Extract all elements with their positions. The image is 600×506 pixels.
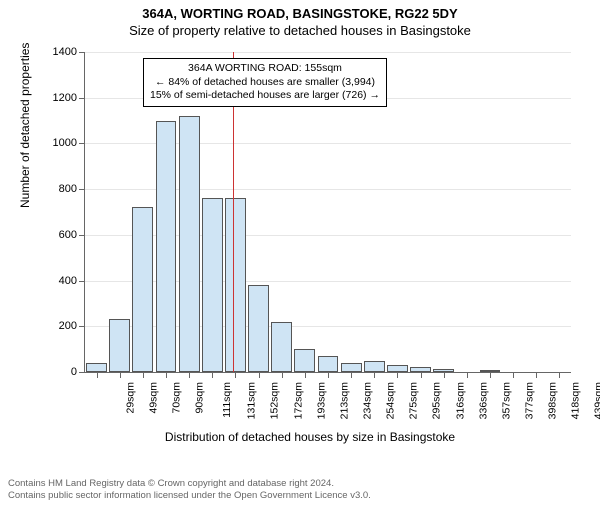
histogram-bar: [364, 361, 385, 372]
x-tick: [282, 372, 283, 378]
footer-attribution: Contains HM Land Registry data © Crown c…: [8, 478, 371, 502]
x-tick: [328, 372, 329, 378]
x-tick: [374, 372, 375, 378]
x-tick-label: 398sqm: [547, 382, 559, 419]
y-tick-label: 1400: [37, 46, 77, 58]
histogram-bar: [318, 356, 339, 372]
x-tick-label: 336sqm: [477, 382, 489, 419]
page-title: 364A, WORTING ROAD, BASINGSTOKE, RG22 5D…: [0, 6, 600, 21]
x-tick: [444, 372, 445, 378]
x-tick-label: 418sqm: [570, 382, 582, 419]
y-tick: [79, 281, 85, 282]
y-tick-label: 1000: [37, 137, 77, 149]
gridline: [85, 52, 571, 53]
y-tick: [79, 326, 85, 327]
x-tick: [97, 372, 98, 378]
x-tick: [189, 372, 190, 378]
annotation-line-3: 15% of semi-detached houses are larger (…: [150, 89, 380, 103]
x-tick-label: 131sqm: [246, 382, 258, 419]
y-tick: [79, 372, 85, 373]
x-tick-label: 275sqm: [408, 382, 420, 419]
x-tick-label: 316sqm: [454, 382, 466, 419]
y-tick-label: 0: [37, 366, 77, 378]
annotation-box: 364A WORTING ROAD: 155sqm ← 84% of detac…: [143, 58, 387, 107]
x-tick-label: 234sqm: [361, 382, 373, 419]
histogram-bar: [202, 198, 223, 372]
annotation-line-2: ← 84% of detached houses are smaller (3,…: [150, 76, 380, 90]
histogram-bar: [225, 198, 246, 372]
x-tick: [143, 372, 144, 378]
y-axis-label: Number of detached properties: [18, 43, 32, 208]
x-tick-label: 439sqm: [593, 382, 600, 419]
y-tick: [79, 98, 85, 99]
x-tick-label: 357sqm: [500, 382, 512, 419]
footer-line-1: Contains HM Land Registry data © Crown c…: [8, 478, 371, 490]
histogram-bar: [271, 322, 292, 372]
x-tick: [305, 372, 306, 378]
x-tick: [166, 372, 167, 378]
x-tick: [212, 372, 213, 378]
y-tick-label: 800: [37, 183, 77, 195]
plot-area: 020040060080010001200140029sqm49sqm70sqm…: [84, 52, 571, 373]
x-tick: [351, 372, 352, 378]
x-tick-label: 70sqm: [170, 382, 182, 414]
x-tick-label: 254sqm: [385, 382, 397, 419]
x-tick-label: 172sqm: [292, 382, 304, 419]
histogram-bar: [132, 207, 153, 372]
x-tick: [235, 372, 236, 378]
histogram-bar: [179, 116, 200, 372]
y-tick-label: 1200: [37, 92, 77, 104]
x-tick-label: 152sqm: [269, 382, 281, 419]
histogram-bar: [294, 349, 315, 372]
x-tick: [559, 372, 560, 378]
x-tick-label: 111sqm: [221, 382, 233, 418]
x-tick: [513, 372, 514, 378]
histogram-bar: [156, 121, 177, 372]
x-tick-label: 213sqm: [338, 382, 350, 419]
x-tick: [259, 372, 260, 378]
x-tick: [397, 372, 398, 378]
y-tick: [79, 143, 85, 144]
y-tick-label: 400: [37, 275, 77, 287]
x-tick-label: 49sqm: [147, 382, 159, 414]
y-tick-label: 200: [37, 320, 77, 332]
y-tick: [79, 235, 85, 236]
y-tick: [79, 189, 85, 190]
footer-line-2: Contains public sector information licen…: [8, 490, 371, 502]
x-tick: [536, 372, 537, 378]
x-tick-label: 377sqm: [523, 382, 535, 419]
histogram-bar: [248, 285, 269, 372]
x-tick-label: 193sqm: [315, 382, 327, 419]
x-tick: [490, 372, 491, 378]
x-tick: [421, 372, 422, 378]
chart-container: Number of detached properties 0200400600…: [40, 48, 580, 448]
histogram-bar: [387, 365, 408, 372]
x-tick: [467, 372, 468, 378]
x-tick-label: 295sqm: [431, 382, 443, 419]
x-tick: [120, 372, 121, 378]
histogram-bar: [109, 319, 130, 372]
y-tick: [79, 52, 85, 53]
y-tick-label: 600: [37, 229, 77, 241]
x-axis-label: Distribution of detached houses by size …: [40, 430, 580, 444]
x-tick-label: 90sqm: [194, 382, 206, 414]
histogram-bar: [86, 363, 107, 372]
histogram-bar: [341, 363, 362, 372]
annotation-line-1: 364A WORTING ROAD: 155sqm: [150, 62, 380, 76]
page-subtitle: Size of property relative to detached ho…: [0, 23, 600, 38]
x-tick-label: 29sqm: [124, 382, 136, 414]
